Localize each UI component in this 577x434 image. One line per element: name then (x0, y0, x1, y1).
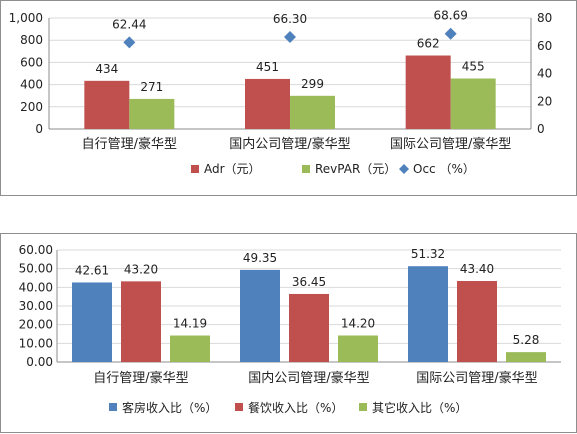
y-tick-label: 0 (35, 122, 43, 136)
legend-swatch (359, 403, 367, 411)
legend-label: Occ （%） (413, 162, 475, 176)
legend-label: 其它收入比（%） (372, 400, 467, 415)
data-label: 68.69 (433, 9, 467, 23)
y-tick-label: 10.00 (19, 336, 53, 350)
data-label: 5.28 (513, 333, 540, 347)
legend-label: Adr（元） (204, 162, 261, 176)
data-label: 36.45 (292, 275, 326, 289)
bar-b-1 (290, 95, 335, 129)
data-label: 51.32 (411, 247, 445, 261)
data-label: 271 (140, 80, 163, 94)
legend-label: 客房收入比（%） (122, 400, 217, 415)
legend-swatch (399, 164, 409, 174)
y-tick-label: 30.00 (19, 299, 53, 313)
y2-tick-label: 80 (537, 11, 552, 25)
x-tick-label: 国内公司管理/豪华型 (229, 136, 350, 152)
bar-c-2 (506, 352, 546, 362)
y-tick-label: 60.00 (19, 243, 53, 257)
data-label: 662 (417, 37, 440, 51)
bar-c-0 (170, 335, 210, 362)
bar-c-1 (338, 335, 378, 362)
data-label: 14.19 (173, 317, 207, 331)
y-tick-label: 200 (20, 100, 43, 114)
data-label: 451 (256, 60, 279, 74)
x-tick-label: 国际公司管理/豪华型 (416, 370, 537, 386)
bar-a-1 (245, 78, 290, 129)
data-label: 62.44 (112, 17, 146, 31)
occ-marker-0 (123, 36, 136, 49)
data-label: 299 (301, 77, 324, 91)
chart-1-panel: 0 200 400 600 800 1,000 0 20 40 60 80 434 271 62.44 自行… (0, 0, 577, 196)
legend-label: 餐饮收入比（%） (248, 400, 343, 415)
legend-swatch (302, 165, 310, 173)
bar-b-1 (289, 293, 329, 362)
bar-a-0 (72, 282, 112, 362)
legend-swatch (191, 165, 199, 173)
bar-a-2 (405, 55, 451, 129)
data-label: 43.40 (460, 262, 494, 276)
y-tick-label: 20.00 (19, 318, 53, 332)
data-label: 14.20 (341, 316, 375, 330)
bar-b-0 (129, 98, 175, 129)
chart-1-svg: 0 200 400 600 800 1,000 0 20 40 60 80 434 271 62.44 自行… (9, 9, 553, 176)
y-tick-label: 1,000 (9, 11, 43, 25)
bar-b-2 (450, 78, 496, 129)
bar-a-0 (84, 80, 130, 129)
data-label: 455 (462, 59, 485, 73)
data-label: 66.30 (273, 12, 307, 26)
y-tick-label: 800 (20, 33, 43, 47)
y2-tick-label: 0 (537, 122, 545, 136)
bar-b-0 (121, 281, 161, 362)
bar-a-2 (408, 266, 448, 362)
y-tick-label: 600 (20, 55, 43, 69)
y-tick-label: 50.00 (19, 262, 53, 276)
legend-swatch (109, 403, 117, 411)
legend-label: RevPAR（元） (315, 162, 396, 176)
x-tick-label: 自行管理/豪华型 (93, 370, 188, 386)
y2-tick-label: 60 (537, 39, 552, 53)
bar-a-1 (240, 269, 280, 362)
y-tick-label: 40.00 (19, 280, 53, 294)
data-label: 42.61 (75, 263, 109, 277)
data-label: 434 (95, 62, 118, 76)
legend-swatch (235, 403, 243, 411)
y2-tick-label: 40 (537, 67, 552, 81)
y-tick-label: 400 (20, 78, 43, 92)
y2-tick-label: 20 (537, 94, 552, 108)
chart-2-svg: 0.00 10.00 20.00 30.00 40.00 50.00 60.00 42.61 4… (19, 243, 561, 415)
chart-2-panel: 0.00 10.00 20.00 30.00 40.00 50.00 60.00 42.61 4… (0, 233, 577, 433)
data-label: 49.35 (243, 251, 277, 265)
x-tick-label: 自行管理/豪华型 (82, 136, 177, 152)
y-tick-label: 0.00 (26, 355, 53, 369)
occ-marker-1 (284, 31, 296, 44)
bar-b-2 (457, 280, 497, 362)
occ-marker-2 (444, 27, 457, 40)
data-label: 43.20 (124, 262, 158, 276)
x-tick-label: 国际公司管理/豪华型 (390, 136, 511, 152)
x-tick-label: 国内公司管理/豪华型 (248, 370, 369, 386)
